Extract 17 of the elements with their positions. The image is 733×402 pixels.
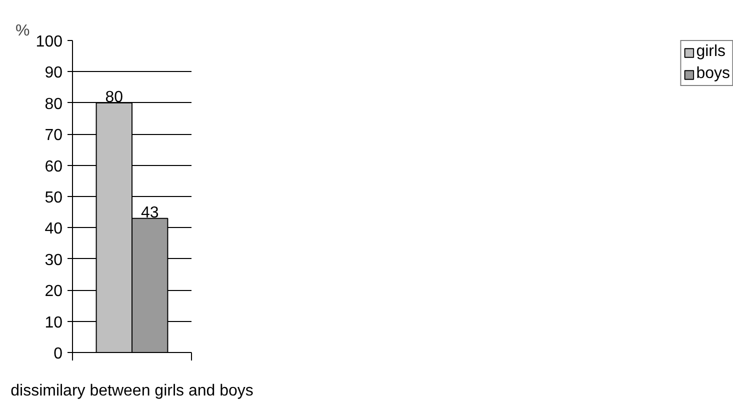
y-tick-label: 100 — [36, 34, 63, 50]
y-tick-label: 60 — [44, 158, 63, 176]
legend-label: boys — [696, 65, 730, 83]
y-tick-label: 50 — [44, 190, 63, 206]
data-label: 80 — [105, 88, 124, 106]
x-tick-label: dissimilary between girls and boys — [10, 382, 254, 400]
legend-label: girls — [696, 43, 726, 61]
y-tick-label: 20 — [44, 283, 63, 300]
y-tick-label: 0 — [54, 346, 63, 362]
y-axis-title: % — [16, 22, 30, 40]
y-tick-label: 80 — [44, 96, 63, 113]
y-tick-label: 90 — [44, 64, 63, 82]
y-tick-label: 10 — [44, 314, 63, 332]
y-tick-label: 70 — [44, 127, 63, 144]
y-tick-label: 40 — [44, 220, 63, 238]
y-tick-label: 30 — [44, 252, 63, 269]
data-label: 43 — [140, 204, 159, 222]
